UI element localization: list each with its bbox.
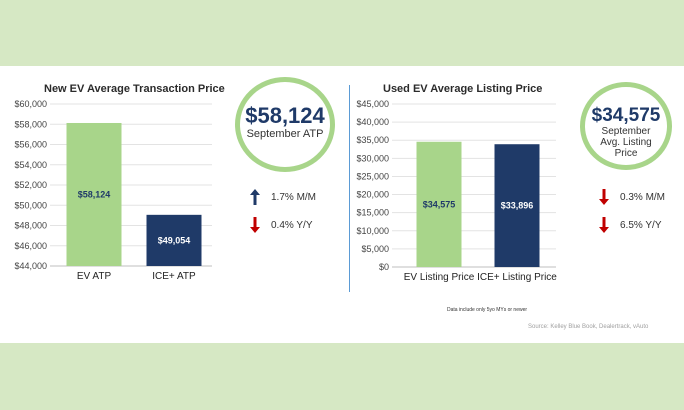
left-change-mm: 1.7% M/M xyxy=(249,189,316,205)
left-chart-data-label: $49,054 xyxy=(158,235,191,245)
right-change-yy-text: 6.5% Y/Y xyxy=(620,219,662,231)
right-change-mm: 0.3% M/M xyxy=(598,189,665,205)
right-chart-y-tick-label: $0 xyxy=(379,262,389,272)
right-highlight-label: September Avg. Listing Price xyxy=(600,126,652,159)
right-chart-y-tick-label: $40,000 xyxy=(356,117,389,127)
right-change-mm-text: 0.3% M/M xyxy=(620,191,666,203)
right-chart-data-label: $34,575 xyxy=(423,199,456,209)
left-highlight-circle: $58,124 September ATP xyxy=(235,77,335,172)
left-chart-title: New EV Average Transaction Price xyxy=(44,83,225,95)
top-band xyxy=(0,0,684,66)
right-chart-y-tick-label: $20,000 xyxy=(356,190,389,200)
arrow-up-icon xyxy=(250,189,260,205)
right-chart-y-tick-label: $5,000 xyxy=(361,244,389,254)
left-highlight-value: $58,124 xyxy=(245,103,325,128)
right-chart-y-tick-label: $10,000 xyxy=(356,226,389,236)
left-chart-bar xyxy=(146,214,202,266)
source-text: Source: Kelley Blue Book, Dealertrack, v… xyxy=(528,324,649,330)
right-chart-category-label: ICE+ Listing Price xyxy=(477,272,557,283)
left-chart-y-tick-label: $46,000 xyxy=(14,241,47,251)
right-chart-y-tick-label: $45,000 xyxy=(356,99,389,109)
bottom-band xyxy=(0,343,684,410)
right-highlight-value: $34,575 xyxy=(591,105,661,126)
arrow-down-icon xyxy=(599,217,609,233)
right-chart-bar xyxy=(494,144,540,267)
left-change-yy-text: 0.4% Y/Y xyxy=(271,219,313,231)
left-chart-y-tick-label: $44,000 xyxy=(14,261,47,271)
left-chart-y-tick-label: $50,000 xyxy=(14,200,47,210)
panel-divider xyxy=(349,85,350,292)
right-chart-title: Used EV Average Listing Price xyxy=(383,83,543,95)
left-change-yy: 0.4% Y/Y xyxy=(249,217,313,233)
right-chart-y-tick-label: $25,000 xyxy=(356,171,389,181)
left-chart-y-tick-label: $60,000 xyxy=(14,99,47,109)
left-chart-bar xyxy=(66,122,122,266)
right-chart-y-tick-label: $35,000 xyxy=(356,135,389,145)
left-chart-y-tick-label: $54,000 xyxy=(14,160,47,170)
arrow-down-icon xyxy=(599,189,609,205)
left-highlight-label: September ATP xyxy=(246,128,324,140)
left-chart-data-label: $58,124 xyxy=(78,189,111,199)
left-chart-y-tick-label: $52,000 xyxy=(14,180,47,190)
left-chart-y-tick-label: $58,000 xyxy=(14,119,47,129)
left-chart-category-label: ICE+ ATP xyxy=(152,271,196,282)
left-chart-category-label: EV ATP xyxy=(77,271,112,282)
right-chart-y-tick-label: $15,000 xyxy=(356,208,389,218)
footnote: Data include only 5yo MYs or newer xyxy=(447,307,528,313)
right-change-yy: 6.5% Y/Y xyxy=(598,217,662,233)
left-change-mm-text: 1.7% M/M xyxy=(271,191,317,203)
left-chart-y-tick-label: $56,000 xyxy=(14,140,47,150)
arrow-down-icon xyxy=(250,217,260,233)
right-chart-data-label: $33,896 xyxy=(501,201,534,211)
right-chart-category-label: EV Listing Price xyxy=(404,272,475,283)
right-chart-bar xyxy=(416,141,462,267)
right-highlight-circle: $34,575 September Avg. Listing Price xyxy=(580,82,672,170)
left-chart-y-tick-label: $48,000 xyxy=(14,221,47,231)
right-chart-y-tick-label: $30,000 xyxy=(356,153,389,163)
